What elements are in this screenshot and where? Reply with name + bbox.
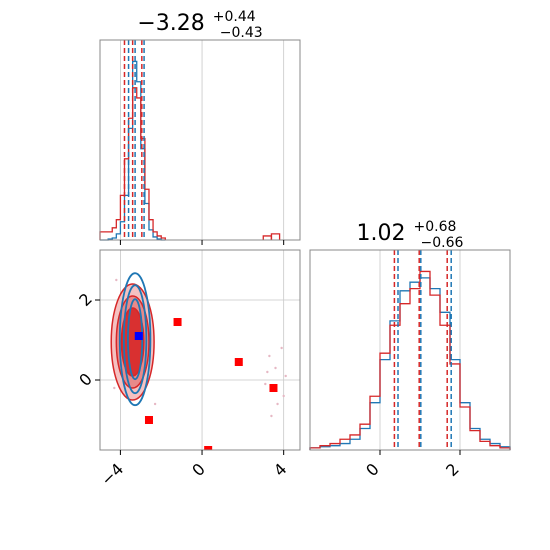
marginal-y-minus: −0.66 bbox=[421, 235, 464, 251]
marginal-x-panel: −3.28 +0.44 −0.43 bbox=[99, 2, 301, 245]
y-tick-label: 0 bbox=[75, 369, 96, 390]
truth-marker bbox=[134, 332, 143, 340]
scatter-point bbox=[113, 386, 116, 390]
red-square-marker bbox=[234, 358, 243, 366]
marginal-y-plus: +0.68 bbox=[414, 219, 457, 235]
marginal-y-frame bbox=[309, 249, 511, 451]
scatter-point bbox=[264, 382, 267, 386]
red-square-marker bbox=[269, 384, 278, 392]
histogram-series-1 bbox=[309, 270, 511, 450]
marginal-y-median: 1.02 bbox=[357, 221, 406, 246]
marginal-x-ticks bbox=[119, 240, 285, 245]
marginal-x-minus: −0.43 bbox=[220, 25, 263, 41]
joint-frame bbox=[99, 249, 301, 451]
red-square-marker bbox=[173, 318, 182, 326]
blue-contour-1 bbox=[122, 284, 148, 395]
blue-contour-0 bbox=[118, 272, 152, 407]
x-tick-label: 2 bbox=[442, 459, 463, 480]
scatter-point bbox=[266, 370, 269, 374]
scatter-point bbox=[270, 414, 273, 418]
joint-panel: −4 0 4 02 bbox=[75, 249, 301, 490]
x-tick-label: 4 bbox=[270, 459, 291, 480]
marginal-y-grid bbox=[379, 250, 461, 450]
marginal-y-quantile-lines bbox=[393, 250, 452, 450]
marginal-x-plus: +0.44 bbox=[213, 9, 256, 25]
marginal-x-frame bbox=[99, 39, 301, 241]
red-square-marker bbox=[204, 446, 213, 450]
marginal-x-histograms bbox=[99, 60, 281, 241]
scatter-point bbox=[282, 394, 285, 398]
histogram-series-0 bbox=[100, 60, 166, 241]
scatter-point bbox=[284, 374, 287, 378]
marginal-x-median: −3.28 bbox=[137, 11, 204, 36]
joint-y-ticks: 02 bbox=[75, 289, 100, 390]
y-tick-label: 2 bbox=[75, 289, 96, 310]
histogram-series-1 bbox=[99, 87, 166, 240]
scatter-point bbox=[153, 402, 157, 406]
joint-scatter-cloud bbox=[113, 278, 287, 418]
joint-red-markers bbox=[144, 318, 278, 450]
scatter-point bbox=[115, 278, 118, 282]
scatter-point bbox=[268, 354, 271, 358]
x-tick-label: 0 bbox=[188, 459, 209, 480]
marginal-x-title: −3.28 +0.44 −0.43 bbox=[137, 2, 262, 41]
x-tick-label: 0 bbox=[362, 459, 383, 480]
histogram-tail-bar bbox=[262, 235, 273, 240]
marginal-y-title: 1.02 +0.68 −0.66 bbox=[357, 212, 464, 251]
red-square-marker bbox=[144, 416, 153, 424]
x-tick-label: −4 bbox=[97, 459, 127, 489]
joint-truth-point bbox=[134, 332, 143, 340]
scatter-point bbox=[280, 346, 283, 350]
scatter-point bbox=[276, 402, 279, 406]
marginal-y-histograms bbox=[309, 270, 511, 450]
marginal-x-quantile-lines bbox=[123, 40, 145, 240]
histogram-tail-bar bbox=[270, 233, 281, 240]
scatter-point bbox=[274, 366, 277, 370]
joint-x-ticks: −4 0 4 bbox=[97, 450, 291, 490]
